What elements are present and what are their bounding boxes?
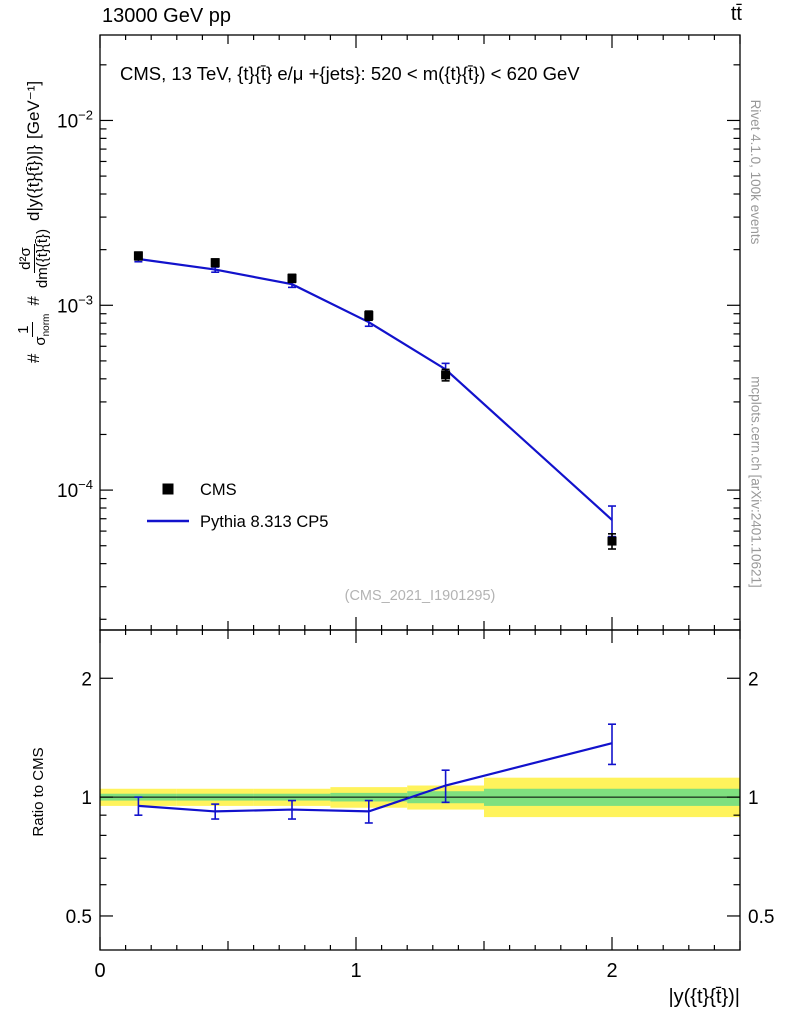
pythia-line <box>138 257 613 521</box>
ylabel-sigma-sub: norm <box>40 313 52 337</box>
ratio-error-bar <box>608 723 616 766</box>
x-tick-label: 2 <box>606 960 617 982</box>
ylabel-frac2-numerator: d²σ <box>17 244 35 273</box>
ylabel-units: [GeV⁻¹] <box>24 80 43 139</box>
ylabel-sigma-fraction: 1 σnorm <box>15 312 53 348</box>
ratio-error-bar <box>211 803 220 820</box>
x-tick-label: 1 <box>350 960 361 982</box>
ratio-error-bar <box>364 799 373 824</box>
ylabel-frac1-numerator: 1 <box>15 322 33 337</box>
ylabel-hash-1: # <box>24 353 43 364</box>
y-axis-title: # 1 σnorm # d²σ dm({t}{t̄}) d|y({t}{t̄})… <box>5 27 63 417</box>
ylabel-dsigma-fraction: d²σ dm({t}{t̄}) <box>17 227 51 290</box>
ylabel-frac2-denominator: dm({t}{t̄}) <box>33 228 51 289</box>
ratio-tick-label-left: 0.5 <box>66 907 92 928</box>
axis-ticks <box>99 35 741 950</box>
y-tick-label: 10−2 <box>57 107 93 132</box>
ratio-tick-label-right: 0.5 <box>748 907 774 928</box>
legend: CMS Pythia 8.313 CP5 <box>147 481 328 531</box>
cut-annotation: CMS, 13 TeV, {t}{t̄} e/μ +{jets}: 520 < … <box>120 63 580 84</box>
legend-label: CMS <box>200 481 237 499</box>
ratio-tick-label-right: 1 <box>748 788 759 809</box>
beam-energy-title: 13000 GeV pp <box>102 5 231 27</box>
legend-label: Pythia 8.313 CP5 <box>200 513 328 531</box>
process-label: tt̄ <box>730 3 742 25</box>
mcplots-credit: mcplots.cern.ch [arXiv:2401.10621] <box>749 376 764 588</box>
ratio-error-bar <box>441 769 450 804</box>
cms-marker <box>210 258 220 268</box>
ratio-tick-label-left: 2 <box>81 669 92 690</box>
ylabel-hash-2: # <box>24 296 43 306</box>
y-tick-label: 10−3 <box>57 292 93 317</box>
pythia-error-bar <box>608 505 616 538</box>
ylabel-sigma: σ <box>31 336 49 346</box>
rivet-version-credit: Rivet 4.1.0, 100k events <box>748 99 764 245</box>
y-tick-label: 10−4 <box>57 477 93 502</box>
legend-marker-0 <box>162 483 174 495</box>
ratio-line <box>138 742 613 813</box>
x-axis-title: |y({t}{t̄})| <box>668 986 740 1008</box>
ratio-tick-label-right: 2 <box>748 669 759 690</box>
ratio-error-bar <box>288 799 296 820</box>
cms-marker <box>364 311 374 321</box>
cms-marker <box>287 273 297 283</box>
x-tick-label: 0 <box>94 960 105 982</box>
analysis-watermark: (CMS_2021_I1901295) <box>344 588 496 604</box>
ylabel-tail: d|y({t}{t̄})|} <box>24 144 43 221</box>
ratio-frame <box>99 629 741 951</box>
ylabel-frac1-denominator: σnorm <box>31 312 53 348</box>
ratio-axis-title: Ratio to CMS <box>29 747 47 837</box>
cms-marker <box>133 251 143 261</box>
main-frame <box>99 34 741 631</box>
cms-marker <box>441 370 451 380</box>
ratio-tick-label-left: 1 <box>81 788 92 809</box>
cms-marker <box>607 536 617 546</box>
ratio-error-bar <box>134 796 143 816</box>
